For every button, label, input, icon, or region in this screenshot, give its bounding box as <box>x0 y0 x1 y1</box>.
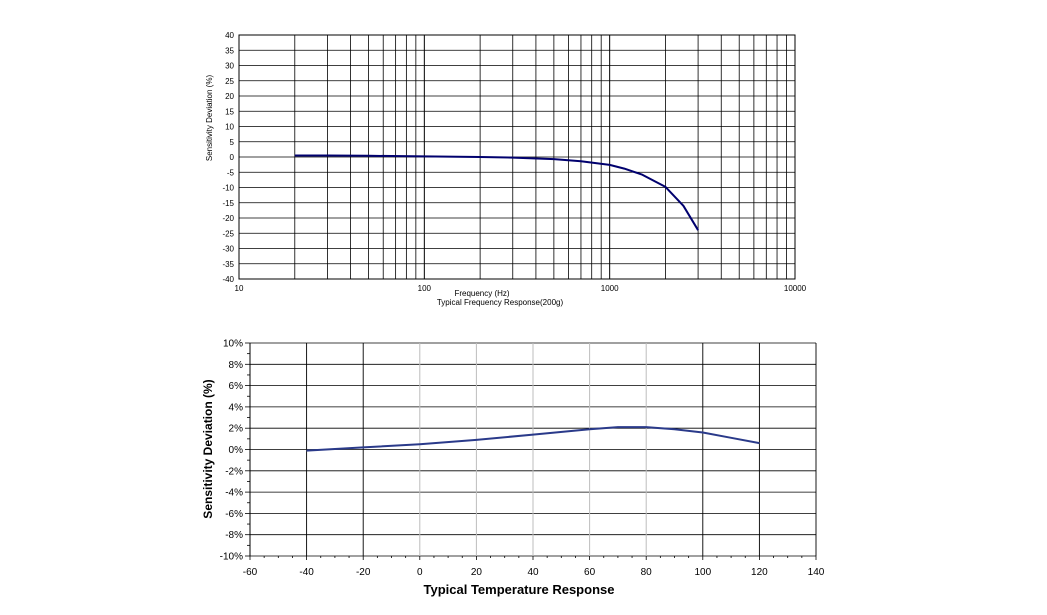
c1-series <box>294 154 699 231</box>
c2-y-tick-label: 6% <box>229 381 244 392</box>
c2-y-tick-label: 8% <box>229 360 244 371</box>
c1-y-tick-labels: 40 35 30 25 20 15 10 5 0 -5 -10 -15 -20 -25 -30 -35 -40 <box>222 31 234 284</box>
c1-y-tick-label: 10 <box>225 123 234 132</box>
c2-series-line <box>306 426 760 452</box>
c1-y-tick-label: 30 <box>225 62 234 71</box>
c2-x-tick-label: -20 <box>356 567 371 578</box>
c2-grid <box>245 342 817 560</box>
c1-y-axis-label: Sensitivity Deviation (%) <box>205 75 214 162</box>
c1-y-tick-label: 0 <box>230 153 235 162</box>
c1-y-tick-label: 25 <box>225 77 234 86</box>
c2-y-tick-label: -10% <box>220 552 243 563</box>
c1-y-tick-label: -10 <box>222 184 234 193</box>
c1-y-tick-label: 40 <box>225 31 234 40</box>
c1-y-tick-label: -35 <box>222 260 234 269</box>
c1-y-tick-label: -15 <box>222 199 234 208</box>
c2-y-tick-label: 2% <box>229 424 244 435</box>
c2-x-tick-label: 40 <box>527 567 539 578</box>
c2-y-tick-label: -8% <box>225 530 243 541</box>
c2-x-tick-label: 60 <box>584 567 596 578</box>
c2-series <box>306 426 760 452</box>
c1-x-tick-label: 10 <box>235 284 244 293</box>
c2-x-tick-label: 120 <box>751 567 768 578</box>
c1-caption: Typical Frequency Response(200g) <box>437 298 564 307</box>
c1-x-tick-label: 100 <box>418 284 432 293</box>
c1-series-line <box>294 154 699 231</box>
c2-x-tick-label: 140 <box>808 567 825 578</box>
c1-y-tick-label: -25 <box>222 229 234 238</box>
c1-y-tick-label: -20 <box>222 214 234 223</box>
c2-y-tick-labels: 10% 8% 6% 4% 2% 0% -2% -4% -6% -8% -10% <box>220 339 243 563</box>
c2-x-tick-label: -60 <box>243 567 258 578</box>
c1-y-tick-label: -5 <box>227 168 235 177</box>
c2-x-axis-label: Typical Temperature Response <box>424 582 615 597</box>
c1-x-tick-label: 10000 <box>784 284 807 293</box>
c2-y-tick-label: 10% <box>223 339 243 350</box>
c1-x-tick-label: 1000 <box>601 284 619 293</box>
c2-y-axis-label: Sensitivity Deviation (%) <box>201 379 215 518</box>
c2-y-tick-label: -4% <box>225 488 243 499</box>
c1-y-tick-label: -40 <box>222 275 234 284</box>
c2-y-tick-label: 0% <box>229 445 244 456</box>
c2-x-tick-labels: -60 -40 -20 0 20 40 60 80 100 120 140 <box>243 567 825 578</box>
c1-y-tick-label: 15 <box>225 107 234 116</box>
c1-y-tick-label: 5 <box>230 138 235 147</box>
c1-y-tick-label: 35 <box>225 46 234 55</box>
c1-x-axis-label: Frequency (Hz) <box>454 289 509 298</box>
c2-x-tick-label: -40 <box>299 567 314 578</box>
c2-y-tick-label: -2% <box>225 466 243 477</box>
c1-plot-frame <box>238 34 796 280</box>
c2-y-tick-label: -6% <box>225 509 243 520</box>
c2-x-tick-label: 0 <box>417 567 423 578</box>
c1-y-tick-label: 20 <box>225 92 234 101</box>
c1-y-tick-label: -30 <box>222 245 234 254</box>
c2-y-tick-label: 4% <box>229 402 244 413</box>
c2-x-tick-label: 100 <box>694 567 711 578</box>
c1-grid <box>238 34 796 280</box>
c2-x-tick-label: 20 <box>471 567 483 578</box>
c2-x-tick-label: 80 <box>641 567 653 578</box>
c1-x-tick-labels: 10 100 1000 10000 <box>235 284 807 293</box>
